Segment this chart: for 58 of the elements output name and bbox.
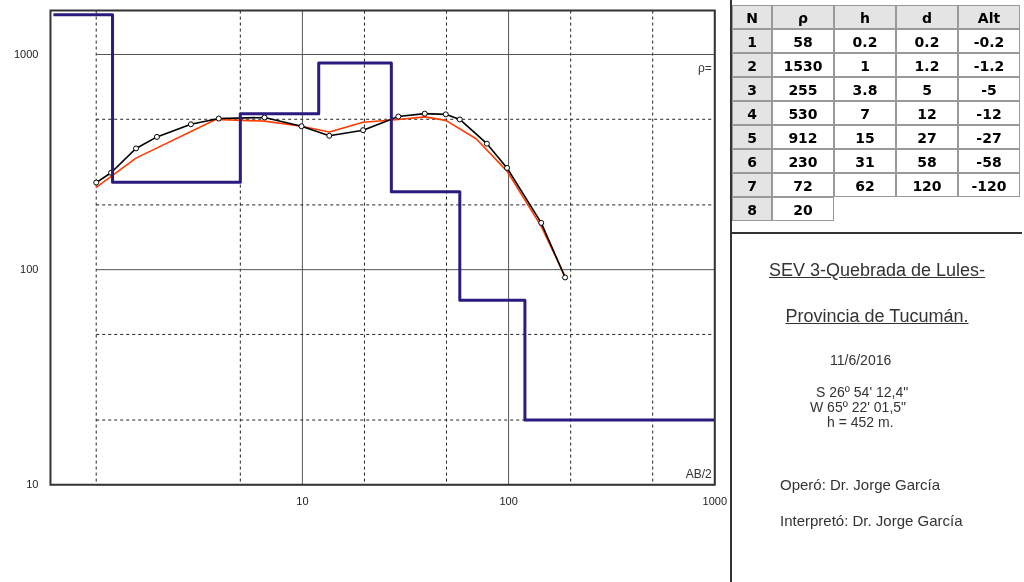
data-label: -27: [958, 125, 1020, 149]
data-label: 912: [772, 125, 834, 149]
data-label: 27: [896, 125, 958, 149]
data-label: 0.2: [896, 29, 958, 53]
data-label: 15: [834, 125, 896, 149]
data-label: 5: [896, 77, 958, 101]
x-tick-label: ρ: [772, 5, 834, 29]
y-tick-label: 7: [732, 173, 772, 197]
x-tick-label: d: [896, 5, 958, 29]
data-label: 120: [896, 173, 958, 197]
text: SEV 3-Quebrada de Lules-: [767, 260, 987, 281]
x-tick-label: Alt: [958, 5, 1020, 29]
y-tick-label: 5: [732, 125, 772, 149]
text: Interpretó: Dr. Jorge García: [780, 512, 963, 529]
data-label: 1530: [772, 53, 834, 77]
data-label: -0.2: [958, 29, 1020, 53]
data-label: 0.2: [834, 29, 896, 53]
data-label: 20: [772, 197, 834, 221]
y-tick-label: 2: [732, 53, 772, 77]
data-label: 1.2: [896, 53, 958, 77]
data-label: 7: [834, 101, 896, 125]
data-label: 12: [896, 101, 958, 125]
annotation: ρ=: [697, 60, 712, 75]
data-label: 58: [896, 149, 958, 173]
data-label: -1.2: [958, 53, 1020, 77]
text: 11/6/2016: [830, 352, 892, 368]
y-tick-label: 1000: [13, 47, 39, 60]
x-tick-label: h: [834, 5, 896, 29]
data-label: -120: [958, 173, 1020, 197]
text: Provincia de Tucumán.: [784, 306, 970, 327]
data-label: 3.8: [834, 77, 896, 101]
data-label: -12: [958, 101, 1020, 125]
data-label: 255: [772, 77, 834, 101]
text: h = 452 m.: [827, 414, 894, 430]
data-label: 58: [772, 29, 834, 53]
y-tick-label: 3: [732, 77, 772, 101]
y-tick-label: 1: [732, 29, 772, 53]
data-label: 31: [834, 149, 896, 173]
data-label: 230: [772, 149, 834, 173]
x-tick-label: 10: [296, 495, 309, 508]
data-label: 62: [834, 173, 896, 197]
y-tick-label: 6: [732, 149, 772, 173]
y-tick-label: 100: [20, 262, 39, 275]
text: W 65º 22' 01,5": [810, 399, 907, 415]
data-label: 72: [772, 173, 834, 197]
data-label: 530: [772, 101, 834, 125]
x-axis-title: AB/2: [685, 467, 713, 482]
data-label: -5: [958, 77, 1020, 101]
x-tick-label: 100: [499, 495, 518, 508]
text: Operó: Dr. Jorge García: [780, 476, 941, 493]
text: S 26º 54' 12,4": [816, 384, 909, 400]
data-label: 1: [834, 53, 896, 77]
y-tick-label: 4: [732, 101, 772, 125]
y-tick-label: 8: [732, 197, 772, 221]
y-axis-title: N: [732, 5, 772, 29]
data-label: -58: [958, 149, 1020, 173]
y-tick-label: 10: [26, 477, 39, 490]
x-tick-label: 1000: [702, 495, 728, 508]
